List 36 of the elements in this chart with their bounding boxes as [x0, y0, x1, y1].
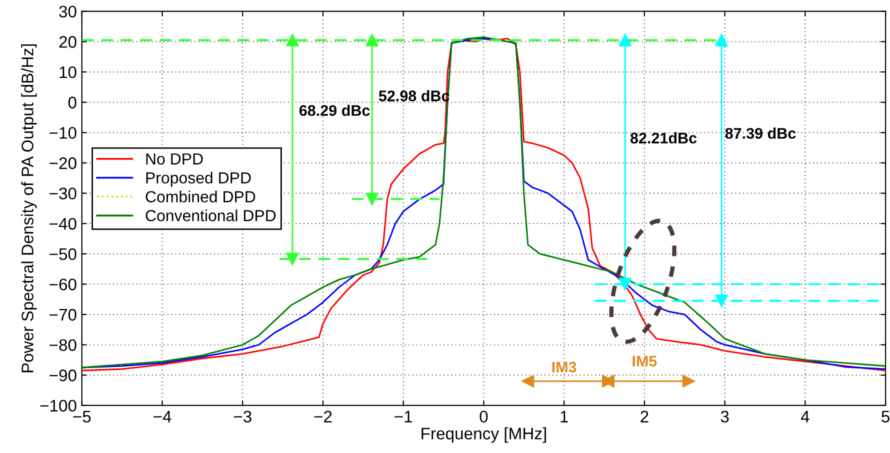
- x-tick-label: 1: [560, 410, 568, 422]
- y-tick-label: −70: [50, 308, 76, 321]
- y-tick-label: 30: [59, 6, 76, 18]
- legend-label: Conventional DPD: [146, 210, 276, 222]
- x-tick-label: −3: [234, 410, 252, 423]
- x-tick-label: 0: [480, 410, 488, 423]
- y-tick-label: 20: [59, 36, 76, 48]
- x-tick-label: 4: [800, 410, 810, 422]
- annotation: 68.29 dBc: [299, 104, 370, 116]
- y-tick-label: −80: [50, 339, 76, 352]
- annotation: IM3: [552, 362, 576, 373]
- x-tick-label: 5: [882, 410, 890, 423]
- y-tick-label: 10: [60, 66, 76, 78]
- x-tick-label: −1: [394, 410, 412, 422]
- y-tick-label: −40: [50, 218, 76, 230]
- y-tick-label: −50: [50, 248, 76, 260]
- x-axis-title: Frequency [MHz]: [422, 427, 546, 443]
- y-tick-label: −60: [50, 278, 76, 290]
- y-axis-title: Power Spectral Density of PA Output [dB/Hz]: [21, 44, 37, 372]
- annotation: 82.21dBc: [630, 132, 697, 144]
- legend-label: No DPD: [146, 153, 203, 165]
- annotation: 87.39 dBc: [725, 128, 796, 139]
- annotation: IM5: [632, 356, 657, 367]
- x-tick-label: −4: [154, 410, 172, 422]
- y-tick-label: −30: [50, 188, 76, 200]
- y-tick-label: −90: [50, 370, 76, 382]
- x-tick-label: −2: [314, 410, 332, 422]
- y-tick-label: −20: [50, 157, 76, 170]
- legend-label: Proposed DPD: [146, 172, 251, 187]
- y-tick-label: −100: [40, 400, 76, 412]
- legend-label: Combined DPD: [146, 190, 256, 202]
- x-tick-label: −5: [73, 410, 91, 423]
- y-tick-label: 0: [68, 96, 76, 108]
- x-tick-label: 2: [640, 410, 648, 422]
- x-tick-label: 3: [720, 410, 729, 423]
- y-tick-label: −10: [50, 126, 76, 139]
